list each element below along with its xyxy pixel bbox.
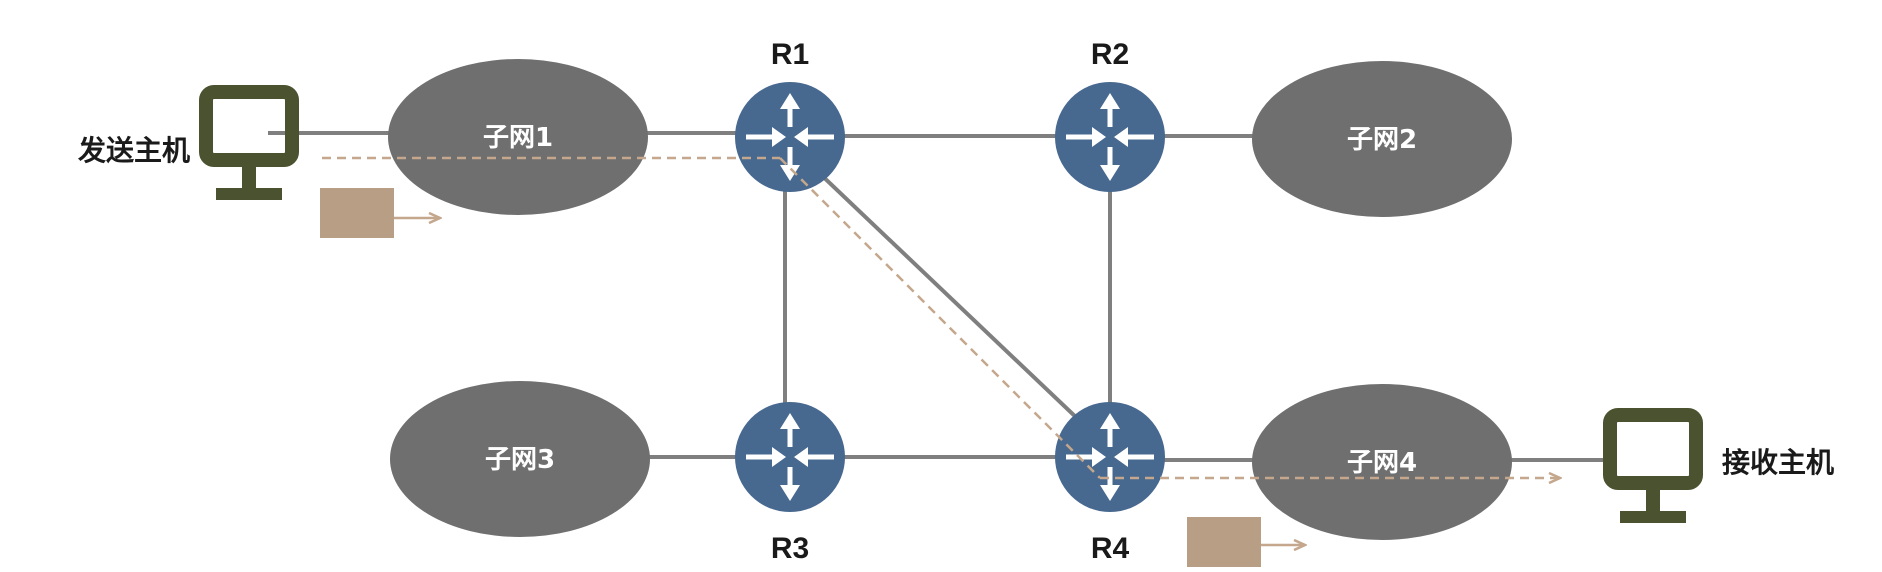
router-r4-label: R4 [1091, 532, 1130, 565]
sender-host-label: 发送主机 [77, 134, 190, 167]
subnet-3 [390, 381, 650, 537]
computer-icon [1603, 408, 1703, 523]
router-r2-label: R2 [1091, 38, 1129, 71]
router-icon [746, 93, 834, 181]
subnet-1 [388, 59, 648, 215]
router-r3-label: R3 [771, 532, 809, 565]
subnet-4-label: 子网4 [1347, 448, 1417, 478]
subnet-2 [1252, 61, 1512, 217]
data-path [322, 156, 1560, 479]
computer-icon [199, 85, 299, 200]
routers: R1 R2 R3 R4 [735, 38, 1165, 565]
packets [320, 188, 1305, 567]
packet-icon [320, 188, 440, 238]
packet-icon [1187, 517, 1305, 567]
router-icon [1066, 93, 1154, 181]
subnet-4 [1252, 384, 1512, 540]
router-r2 [1055, 82, 1165, 192]
receiver-host: 接收主机 [1603, 408, 1834, 523]
router-r1-label: R1 [771, 38, 809, 71]
subnet-2-label: 子网2 [1347, 125, 1417, 155]
router-r3 [735, 402, 845, 512]
sender-host: 发送主机 [77, 85, 299, 200]
subnets: 子网1 子网2 子网3 子网4 [388, 59, 1512, 540]
path-r1-to-r4 [779, 157, 1101, 479]
receiver-host-label: 接收主机 [1722, 446, 1834, 479]
link-r1-r4 [793, 148, 1102, 442]
router-r1 [735, 82, 845, 192]
router-r4 [1055, 402, 1165, 512]
subnet-1-label: 子网1 [483, 123, 553, 153]
router-icon [746, 413, 834, 501]
subnet-3-label: 子网3 [485, 445, 555, 475]
